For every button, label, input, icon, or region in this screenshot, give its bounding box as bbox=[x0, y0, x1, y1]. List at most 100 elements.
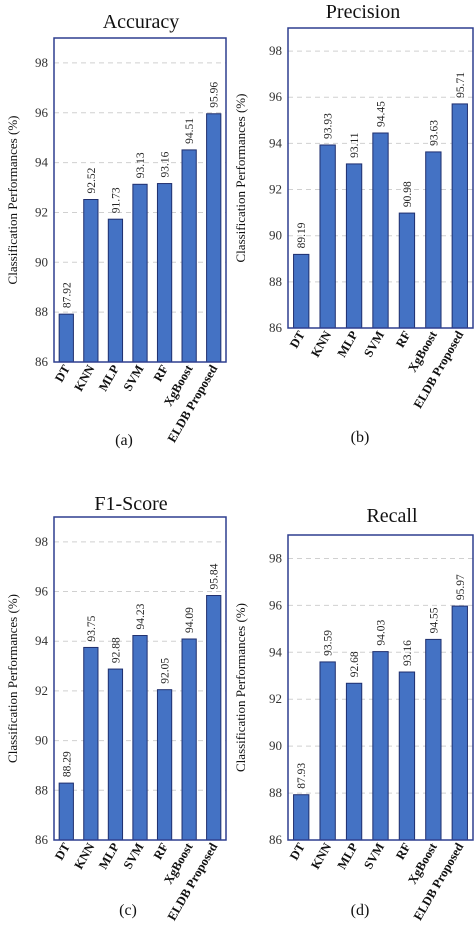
chart-title: Precision bbox=[326, 1, 400, 23]
bar-rf bbox=[156, 689, 173, 841]
data-label: 94.51 bbox=[184, 118, 196, 144]
bar-rf bbox=[156, 183, 173, 363]
chart-panel-1: Precision 86 88 90 92 94 96 98 89.19 DT 93.93 KNN 93… bbox=[233, 1, 474, 446]
y-tick-label: 94 bbox=[269, 135, 283, 150]
data-label: 87.92 bbox=[61, 282, 73, 308]
data-label: 95.84 bbox=[209, 563, 221, 589]
category-label: SVM bbox=[121, 840, 147, 871]
bar-knn bbox=[319, 661, 336, 841]
y-tick-label: 86 bbox=[269, 320, 283, 335]
data-label: 94.23 bbox=[135, 603, 147, 629]
chart-panel-0: Accuracy 86 88 90 92 94 96 98 87.92 DT 92.52 KNN 91.… bbox=[5, 11, 227, 449]
bar-eldb-proposed bbox=[451, 605, 468, 841]
y-tick-label: 90 bbox=[269, 228, 282, 243]
chart-panel-2: F1-Score 86 88 90 92 94 96 98 88.29 DT 93.75 KNN 92.… bbox=[5, 493, 227, 923]
chart-title: Accuracy bbox=[103, 11, 180, 33]
category-label: SVM bbox=[361, 328, 387, 359]
category-label: KNN bbox=[308, 329, 334, 360]
chart-title: Recall bbox=[366, 505, 418, 527]
data-label: 92.52 bbox=[86, 167, 98, 193]
y-tick-label: 92 bbox=[35, 683, 48, 698]
category-label: RF bbox=[151, 362, 172, 384]
plot-frame bbox=[53, 37, 227, 363]
data-label: 93.16 bbox=[160, 151, 172, 177]
plot-frame bbox=[287, 27, 474, 329]
bar-rf bbox=[398, 671, 416, 841]
chart-panel-3: Recall 86 88 90 92 94 96 98 87.93 DT 93.59 KNN 92.68… bbox=[233, 505, 474, 923]
chart-title: F1-Score bbox=[94, 493, 167, 515]
category-label: KNN bbox=[308, 841, 334, 872]
y-tick-label: 86 bbox=[35, 832, 49, 847]
y-axis-label: Classification Performances (%) bbox=[5, 594, 20, 763]
data-label: 94.55 bbox=[428, 607, 440, 633]
y-tick-label: 98 bbox=[35, 55, 48, 70]
bar-dt bbox=[58, 313, 74, 363]
category-label: DT bbox=[52, 840, 73, 863]
bar-mlp bbox=[345, 682, 363, 841]
panel-label: (c) bbox=[119, 902, 137, 919]
bar-xgboost bbox=[425, 638, 442, 841]
bar-xgboost bbox=[181, 638, 197, 841]
bar-rf bbox=[398, 212, 416, 329]
y-tick-label: 88 bbox=[35, 782, 48, 797]
category-label: DT bbox=[52, 362, 73, 385]
y-tick-label: 98 bbox=[269, 550, 282, 565]
data-label: 93.13 bbox=[135, 152, 147, 178]
y-tick-label: 94 bbox=[269, 644, 283, 659]
y-tick-label: 94 bbox=[35, 155, 49, 170]
data-label: 94.45 bbox=[376, 101, 388, 127]
y-tick-label: 90 bbox=[35, 733, 48, 748]
bar-svm bbox=[132, 635, 148, 841]
bar-dt bbox=[58, 782, 74, 841]
y-axis-label: Classification Performances (%) bbox=[233, 603, 248, 772]
y-tick-label: 96 bbox=[269, 89, 283, 104]
data-label: 93.75 bbox=[86, 615, 98, 641]
plot-frame bbox=[53, 516, 227, 841]
bar-svm bbox=[372, 132, 389, 329]
data-label: 93.59 bbox=[323, 630, 335, 656]
data-label: 93.11 bbox=[349, 132, 361, 158]
category-label: MLP bbox=[96, 362, 122, 393]
y-tick-label: 88 bbox=[269, 785, 282, 800]
y-tick-label: 86 bbox=[269, 832, 283, 847]
data-label: 94.09 bbox=[184, 607, 196, 633]
data-label: 92.88 bbox=[110, 637, 122, 663]
data-label: 87.93 bbox=[296, 763, 308, 789]
y-tick-label: 88 bbox=[269, 274, 282, 289]
data-label: 90.98 bbox=[402, 181, 414, 207]
data-label: 92.68 bbox=[349, 651, 361, 677]
bar-dt bbox=[293, 253, 310, 329]
bar-svm bbox=[372, 651, 389, 841]
bar-eldb-proposed bbox=[206, 595, 222, 841]
y-tick-label: 90 bbox=[35, 254, 48, 269]
bar-knn bbox=[319, 144, 336, 329]
category-label: SVM bbox=[361, 840, 387, 871]
y-axis-label: Classification Performances (%) bbox=[233, 94, 248, 263]
y-tick-label: 92 bbox=[269, 691, 282, 706]
panel-label: (b) bbox=[351, 429, 370, 446]
bar-knn bbox=[83, 199, 99, 363]
data-label: 95.96 bbox=[209, 82, 221, 108]
data-label: 88.29 bbox=[61, 751, 73, 777]
bar-knn bbox=[83, 646, 99, 841]
plot-frame bbox=[287, 534, 474, 841]
category-label: DT bbox=[287, 840, 308, 863]
data-label: 93.63 bbox=[428, 120, 440, 146]
panel-label: (a) bbox=[115, 432, 133, 449]
bar-xgboost bbox=[425, 151, 442, 329]
category-label: RF bbox=[151, 840, 172, 862]
bar-svm bbox=[132, 183, 148, 363]
y-tick-label: 98 bbox=[269, 43, 282, 58]
y-tick-label: 92 bbox=[269, 182, 282, 197]
category-label: MLP bbox=[335, 328, 361, 359]
y-tick-label: 96 bbox=[269, 597, 283, 612]
data-label: 93.16 bbox=[402, 640, 414, 666]
category-label: DT bbox=[287, 328, 308, 351]
bar-mlp bbox=[107, 668, 124, 841]
bar-mlp bbox=[345, 163, 363, 329]
data-label: 95.97 bbox=[455, 574, 467, 600]
y-tick-label: 90 bbox=[269, 738, 282, 753]
category-label: MLP bbox=[335, 840, 361, 871]
y-axis-label: Classification Performances (%) bbox=[5, 116, 20, 285]
data-label: 91.73 bbox=[110, 187, 122, 213]
